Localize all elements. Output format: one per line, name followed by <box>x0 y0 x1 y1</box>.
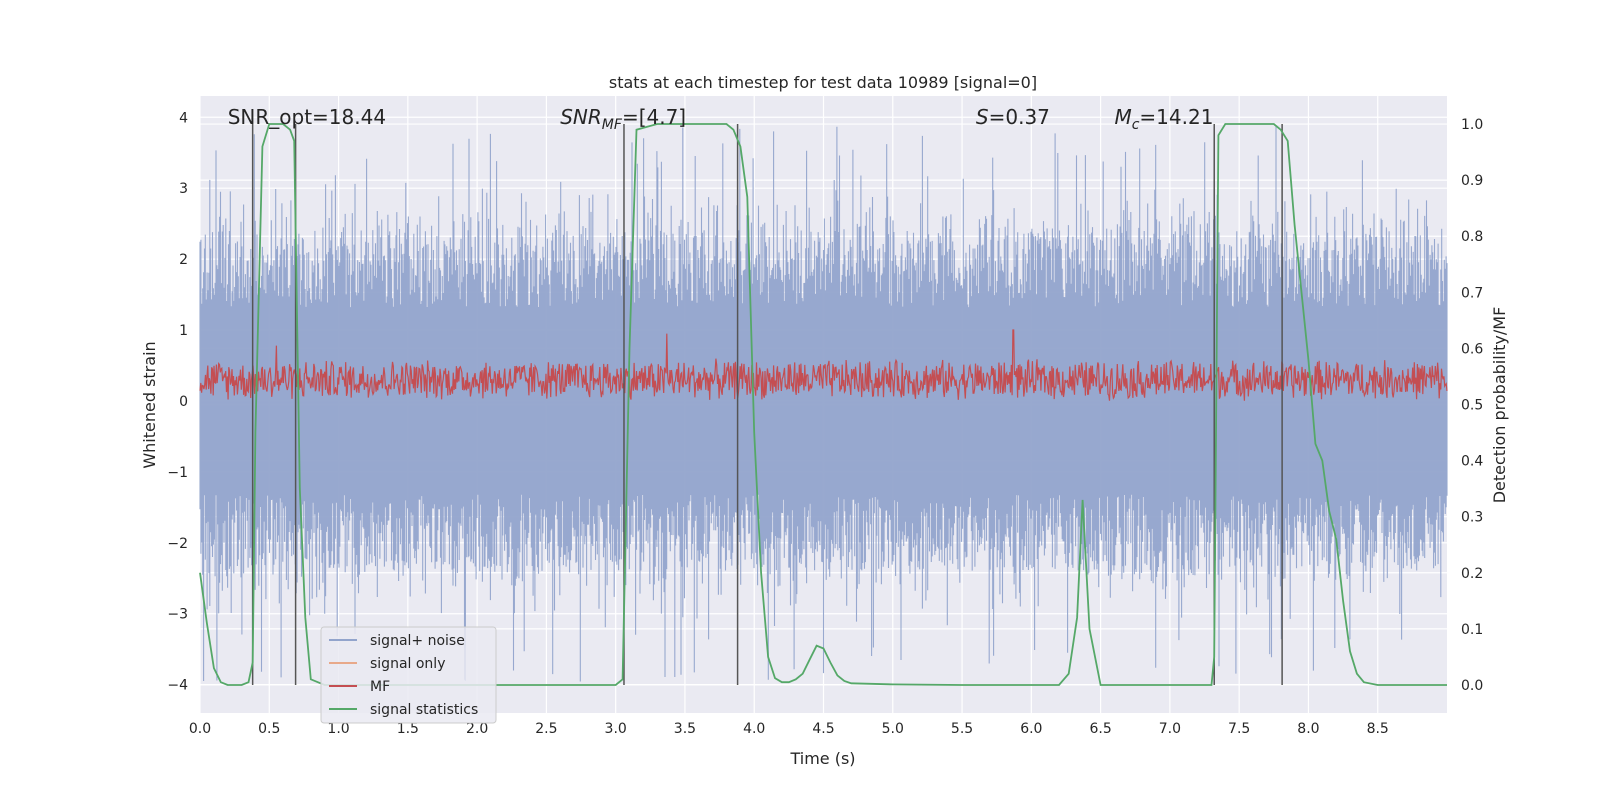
signal-statistics-line <box>199 123 1447 686</box>
x-tick-label: 3.0 <box>605 721 627 737</box>
x-tick-label: 7.0 <box>1159 721 1181 737</box>
y2-tick-label: 0.4 <box>1461 454 1483 470</box>
y-tick-label: 1 <box>179 323 188 339</box>
annotation-label: S=0.37 <box>976 105 1050 129</box>
legend-label-signal-only: signal only <box>370 656 445 672</box>
x-axis-label: Time (s) <box>789 749 855 768</box>
mf-line <box>199 329 1448 401</box>
y2-tick-label: 0.3 <box>1461 510 1483 526</box>
x-tick-label: 6.0 <box>1020 721 1042 737</box>
y2-tick-label: 0.7 <box>1461 285 1483 301</box>
y-tick-label: −1 <box>167 465 188 481</box>
y-tick-label: −2 <box>167 536 188 552</box>
x-tick-label: 8.5 <box>1367 721 1389 737</box>
x-tick-label: 4.5 <box>812 721 834 737</box>
x-tick-label: 6.5 <box>1089 721 1111 737</box>
y2-tick-label: 0.6 <box>1461 341 1483 357</box>
annotation-label: SNRMF=[4.7] <box>560 105 686 133</box>
x-tick-label: 7.5 <box>1228 721 1250 737</box>
y-tick-label: 3 <box>179 181 188 197</box>
legend-label-mf: MF <box>370 679 390 695</box>
y-axis-label: Whitened strain <box>140 341 159 468</box>
x-tick-label: 3.5 <box>674 721 696 737</box>
x-tick-label: 0.0 <box>189 721 211 737</box>
signal-statistics-series <box>199 123 1447 686</box>
annotations: SNR_opt=18.44 SNRMF=[4.7] S=0.37 Mc=14.21 <box>228 105 1214 133</box>
y2-tick-label: 0.1 <box>1461 622 1483 638</box>
legend-label-signal-noise: signal+ noise <box>370 633 465 649</box>
annotation-label: SNR_opt=18.44 <box>228 105 386 129</box>
y2-tick-label: 0.0 <box>1461 678 1483 694</box>
x-tick-label: 5.0 <box>882 721 904 737</box>
y2-tick-label: 1.0 <box>1461 117 1483 133</box>
x-tick-label: 2.0 <box>466 721 488 737</box>
x-tick-label: 5.5 <box>951 721 973 737</box>
y-tick-label: −4 <box>167 678 188 694</box>
y-tick-label: 0 <box>179 394 188 410</box>
mf-series <box>199 329 1448 401</box>
tick-labels: 0.0 0.5 1.0 1.5 2.0 2.5 3.0 3.5 4.0 4.5 5.0 5.5 6.0 6… <box>167 110 1483 737</box>
x-tick-label: 2.5 <box>535 721 557 737</box>
chart-title: stats at each timestep for test data 109… <box>609 73 1037 92</box>
y2-axis-label: Detection probability/MF <box>1490 307 1509 504</box>
legend: signal+ noise signal only MF signal stat… <box>320 626 497 724</box>
x-tick-label: 4.0 <box>743 721 765 737</box>
legend-box <box>320 626 497 724</box>
x-tick-label: 0.5 <box>258 721 280 737</box>
y-tick-label: 2 <box>179 252 188 268</box>
legend-label-signal-statistics: signal statistics <box>370 702 478 718</box>
y2-tick-label: 0.8 <box>1461 229 1483 245</box>
y-tick-label: −3 <box>167 607 188 623</box>
x-tick-label: 1.0 <box>327 721 349 737</box>
y2-tick-label: 0.5 <box>1461 398 1483 414</box>
annotation-label: Mc=14.21 <box>1114 105 1213 133</box>
y-tick-label: 4 <box>179 110 188 126</box>
y2-tick-label: 0.9 <box>1461 173 1483 189</box>
y2-tick-label: 0.2 <box>1461 566 1483 582</box>
x-tick-label: 1.5 <box>397 721 419 737</box>
x-tick-label: 8.0 <box>1297 721 1319 737</box>
